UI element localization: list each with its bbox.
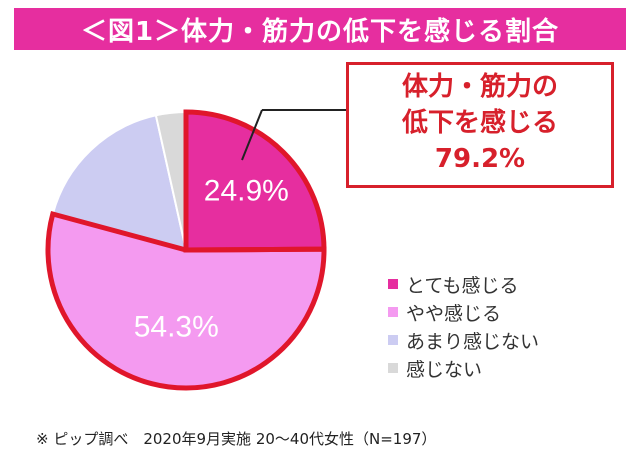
slice-data-label: 24.9%	[204, 174, 289, 207]
legend-item: とても感じる	[388, 270, 539, 298]
legend-swatch	[388, 279, 398, 289]
callout-value: 79.2%	[434, 144, 526, 174]
legend-label: やや感じる	[406, 302, 502, 325]
legend-item: あまり感じない	[388, 326, 539, 354]
legend-item: やや感じる	[388, 298, 539, 326]
legend-swatch	[388, 335, 398, 345]
slice-highlight-outline	[45, 210, 327, 391]
highlight-callout: 体力・筋力の 低下を感じる 79.2%	[346, 62, 614, 188]
legend-label: あまり感じない	[406, 330, 540, 353]
callout-leader-line-diagonal	[241, 109, 263, 161]
legend-label: 感じない	[406, 358, 483, 381]
slice-data-label: 54.3%	[134, 310, 219, 343]
pie-slice	[51, 114, 188, 252]
callout-line-2: 低下を感じる	[401, 108, 558, 138]
legend-swatch	[388, 363, 398, 373]
legend-label: とても感じる	[406, 274, 519, 297]
legend: とても感じる やや感じる あまり感じない 感じない	[388, 270, 539, 382]
slice-highlight-outline	[183, 109, 327, 253]
legend-swatch	[388, 307, 398, 317]
footnote: ※ ピップ調べ 2020年9月実施 20～40代女性（N=197）	[36, 430, 437, 448]
legend-item: 感じない	[388, 354, 539, 382]
callout-line-1: 体力・筋力の	[401, 72, 558, 102]
chart-title: ＜図1＞体力・筋力の低下を感じる割合	[14, 8, 626, 50]
